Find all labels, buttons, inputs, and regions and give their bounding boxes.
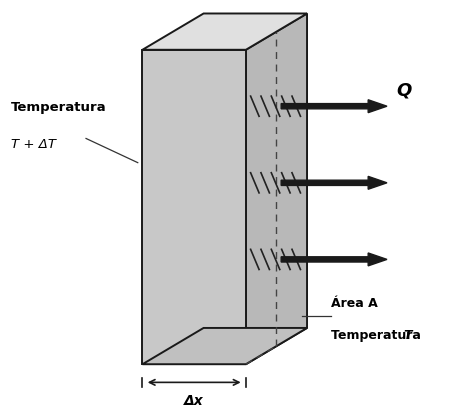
Text: T: T <box>403 329 412 342</box>
Polygon shape <box>142 328 307 364</box>
Polygon shape <box>246 14 307 364</box>
Text: Área A: Área A <box>331 297 377 310</box>
FancyArrow shape <box>281 253 387 266</box>
FancyArrow shape <box>281 100 387 112</box>
Polygon shape <box>142 14 307 50</box>
Text: Temperatura: Temperatura <box>11 101 106 114</box>
Text: T + ΔT: T + ΔT <box>11 138 56 150</box>
FancyArrow shape <box>281 176 387 189</box>
Text: Temperatura: Temperatura <box>331 329 425 342</box>
Text: Δx: Δx <box>184 394 204 408</box>
Polygon shape <box>142 50 246 364</box>
Text: Q: Q <box>396 81 412 99</box>
